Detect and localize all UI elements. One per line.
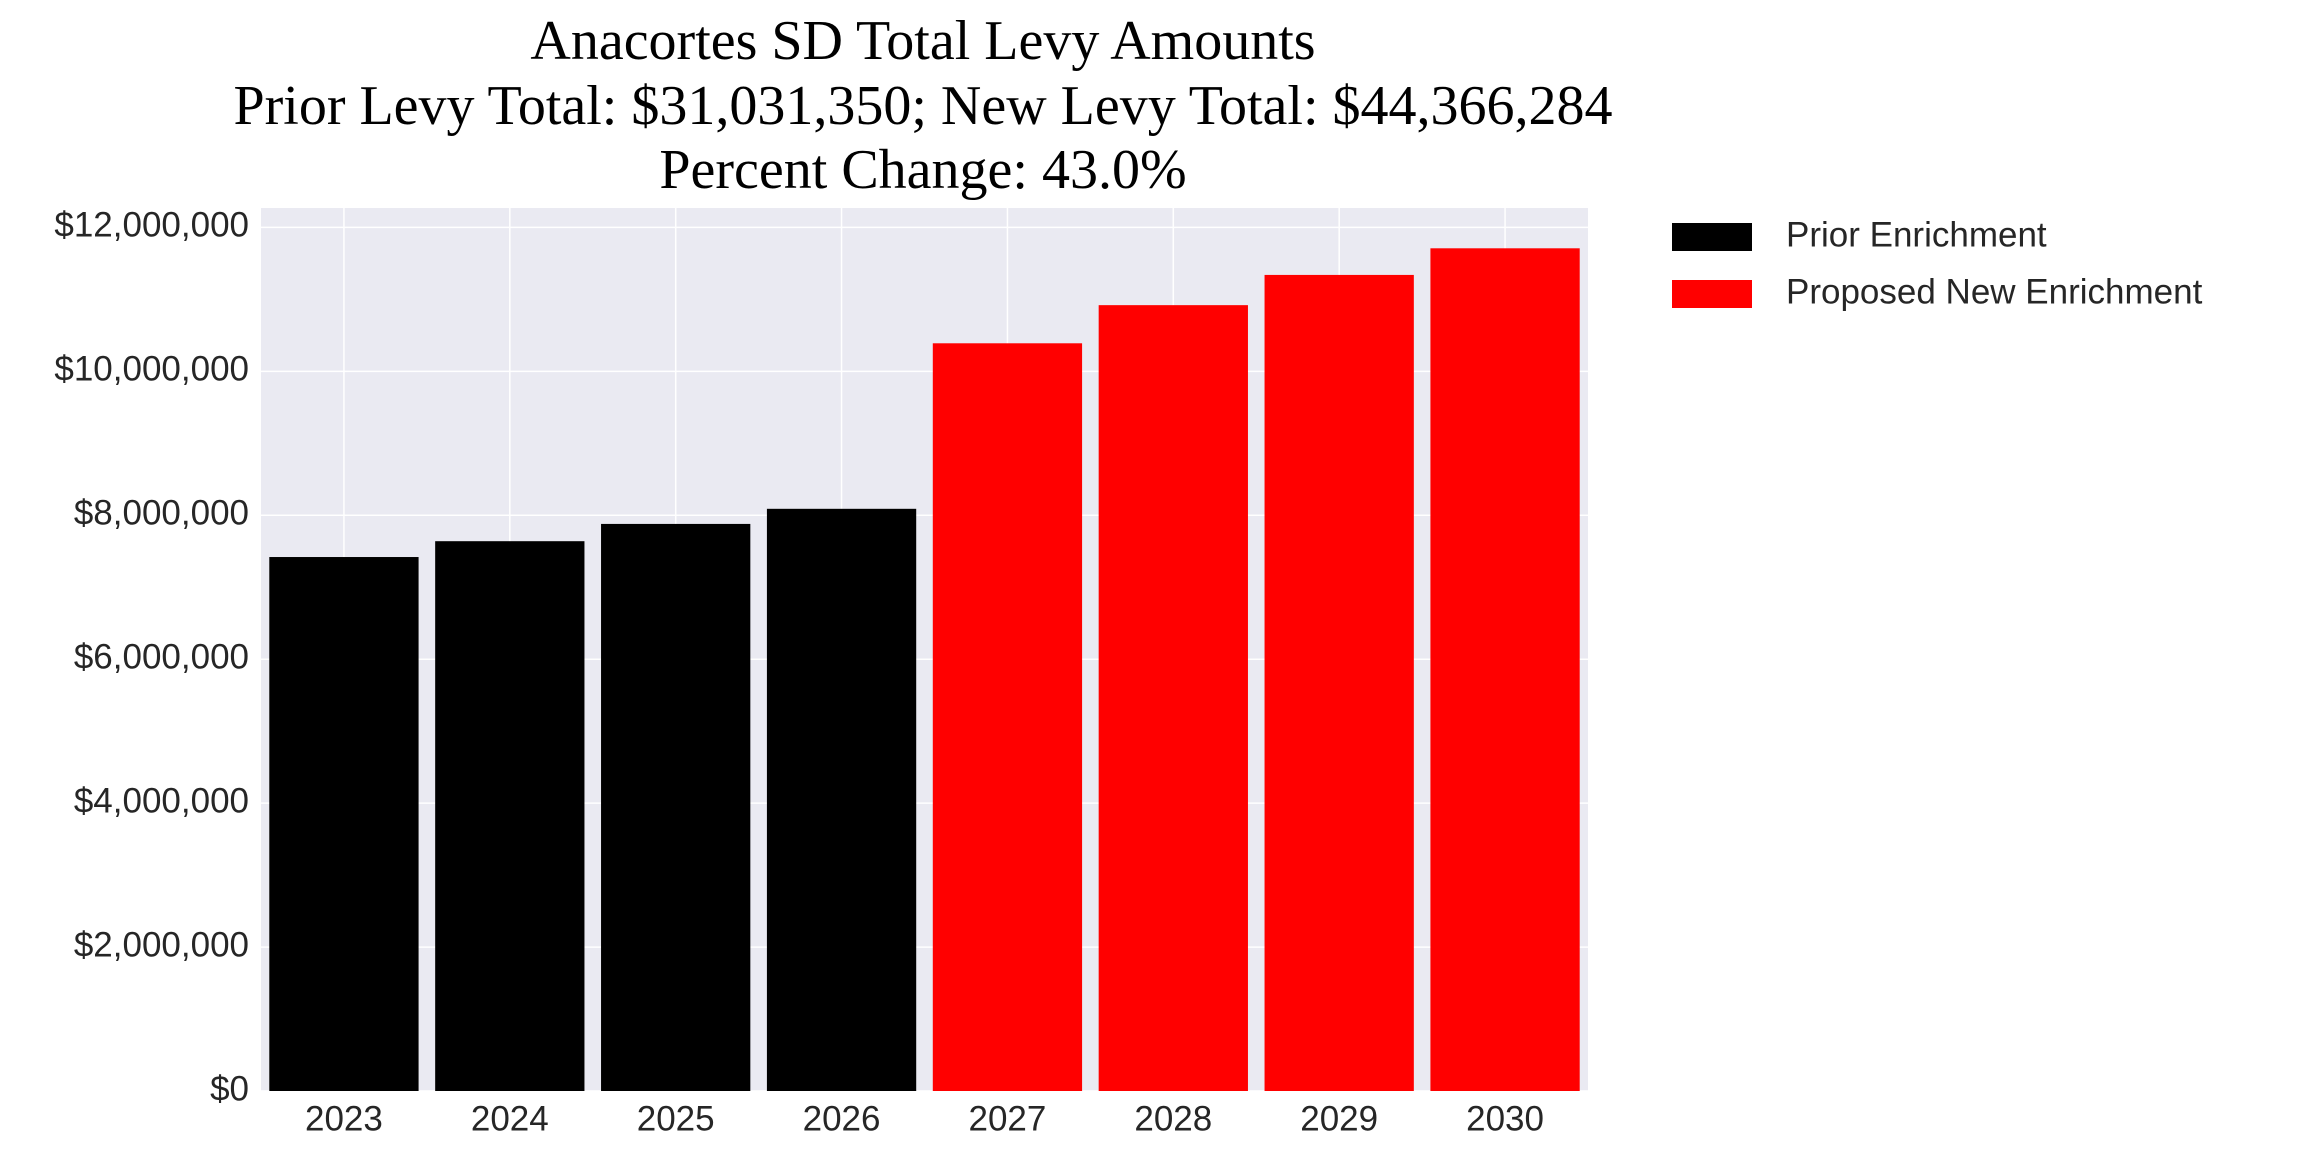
y-tick-label: $12,000,000 bbox=[54, 206, 249, 245]
y-tick-label: $8,000,000 bbox=[74, 494, 249, 533]
bar bbox=[932, 343, 1083, 1091]
legend-swatch bbox=[1672, 223, 1752, 251]
y-tick-label: $10,000,000 bbox=[54, 350, 249, 389]
bar bbox=[1264, 274, 1414, 1091]
x-tick-label: 2030 bbox=[1466, 1099, 1544, 1138]
bar bbox=[1430, 248, 1580, 1091]
x-tick-label: 2029 bbox=[1300, 1099, 1378, 1138]
bar bbox=[601, 523, 751, 1091]
chart-subtitle: Percent Change: 43.0% bbox=[659, 139, 1186, 201]
chart-title: Anacortes SD Total Levy Amounts bbox=[530, 10, 1315, 72]
x-tick-label: 2028 bbox=[1134, 1099, 1212, 1138]
chart-subtitle: Prior Levy Total: $31,031,350; New Levy … bbox=[233, 75, 1612, 137]
y-tick-label: $0 bbox=[210, 1069, 249, 1108]
legend-label: Proposed New Enrichment bbox=[1786, 272, 2203, 311]
bar bbox=[269, 557, 419, 1091]
legend-swatch bbox=[1672, 280, 1752, 308]
bar bbox=[435, 541, 585, 1091]
legend-label: Prior Enrichment bbox=[1786, 215, 2047, 254]
x-tick-label: 2025 bbox=[637, 1099, 715, 1138]
y-tick-label: $2,000,000 bbox=[74, 925, 249, 964]
x-tick-label: 2023 bbox=[305, 1099, 383, 1138]
x-tick-label: 2026 bbox=[803, 1099, 881, 1138]
bar bbox=[1098, 305, 1248, 1091]
x-tick-label: 2024 bbox=[471, 1099, 549, 1138]
x-tick-label: 2027 bbox=[969, 1099, 1047, 1138]
y-tick-label: $6,000,000 bbox=[74, 637, 249, 676]
y-tick-label: $4,000,000 bbox=[74, 781, 249, 820]
bar bbox=[766, 508, 917, 1091]
